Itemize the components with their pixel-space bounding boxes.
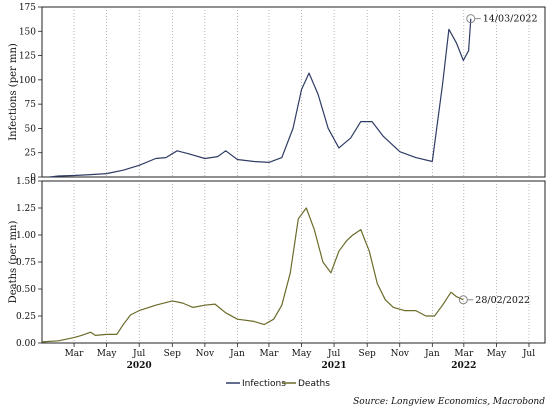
infections-y-tick-label: 125 (19, 52, 36, 62)
x-tick-label: May (487, 349, 508, 359)
legend: Infections Deaths (226, 379, 330, 389)
infections-y-tick-label: 0 (30, 173, 36, 183)
deaths-panel: 0.00 0.25 0.50 0.75 1.00 1.25 1.50 Deaths (per… (8, 177, 546, 371)
x-tick-label: May (97, 349, 118, 359)
legend-label-deaths: Deaths (298, 379, 330, 389)
deaths-y-axis-title: Deaths (per mn) (8, 221, 19, 304)
deaths-y-tick-label: 1.50 (16, 177, 36, 187)
deaths-annotation-marker (458, 295, 468, 305)
deaths-grid (73, 181, 530, 343)
deaths-line (41, 207, 464, 343)
x-tick-label: Sep (359, 349, 376, 359)
deaths-y-ticks: 0.00 0.25 0.50 0.75 1.00 1.25 1.50 (16, 177, 42, 349)
legend-label-infections: Infections (242, 379, 286, 389)
infections-y-tick-label: 150 (19, 27, 36, 37)
x-year-label: 2020 (127, 361, 152, 371)
infections-annotation: 14/03/2022 (466, 14, 538, 25)
infections-y-axis-title: Infections (per mn) (8, 43, 19, 141)
deaths-y-tick-label: 1.25 (16, 204, 36, 214)
deaths-annotation-label: 28/02/2022 (475, 295, 530, 306)
x-tick-label: Mar (65, 349, 85, 359)
infections-series (49, 18, 472, 178)
deaths-series (41, 207, 464, 343)
infections-y-tick-label: 50 (25, 124, 37, 134)
x-tick-label: May (292, 349, 313, 359)
deaths-y-tick-label: 0.25 (16, 312, 36, 322)
x-tick-label: Jan (229, 349, 245, 359)
deaths-plot-frame (41, 180, 546, 344)
infections-annotation-label: 14/03/2022 (483, 14, 538, 25)
infections-y-ticks: 0 25 50 75 100 125 150 175 (19, 3, 42, 183)
x-year-label: 2021 (322, 361, 347, 371)
x-axis-year-labels: 2020 2021 2022 (127, 361, 477, 371)
infections-y-tick-label: 25 (25, 149, 37, 159)
infections-y-tick-label: 100 (19, 76, 36, 86)
deaths-y-tick-label: 0.00 (16, 339, 36, 349)
source-note: Source: Longview Economics, Macrobond (353, 397, 545, 407)
x-tick-label: Jul (132, 349, 145, 359)
infections-plot-frame (41, 6, 546, 178)
x-tick-label: Nov (391, 349, 410, 359)
x-tick-label: Jan (424, 349, 440, 359)
x-tick-label: Jul (522, 349, 535, 359)
deaths-y-tick-label: 0.75 (16, 258, 36, 268)
x-axis-ticks: Mar May Jul Sep Nov Jan Mar May Jul Sep Nov Jan Mar M… (65, 343, 535, 359)
x-tick-label: Jul (327, 349, 340, 359)
infections-line (49, 18, 472, 178)
x-tick-label: Nov (196, 349, 215, 359)
infections-y-tick-label: 75 (25, 100, 37, 110)
infections-y-tick-label: 175 (19, 3, 36, 13)
x-year-label: 2022 (451, 361, 476, 371)
deaths-annotation: 28/02/2022 (458, 295, 530, 306)
x-tick-label: Mar (259, 349, 279, 359)
deaths-y-tick-label: 0.50 (16, 285, 36, 295)
x-tick-label: Mar (454, 349, 474, 359)
x-tick-label: Sep (164, 349, 181, 359)
deaths-y-tick-label: 1.00 (16, 231, 36, 241)
